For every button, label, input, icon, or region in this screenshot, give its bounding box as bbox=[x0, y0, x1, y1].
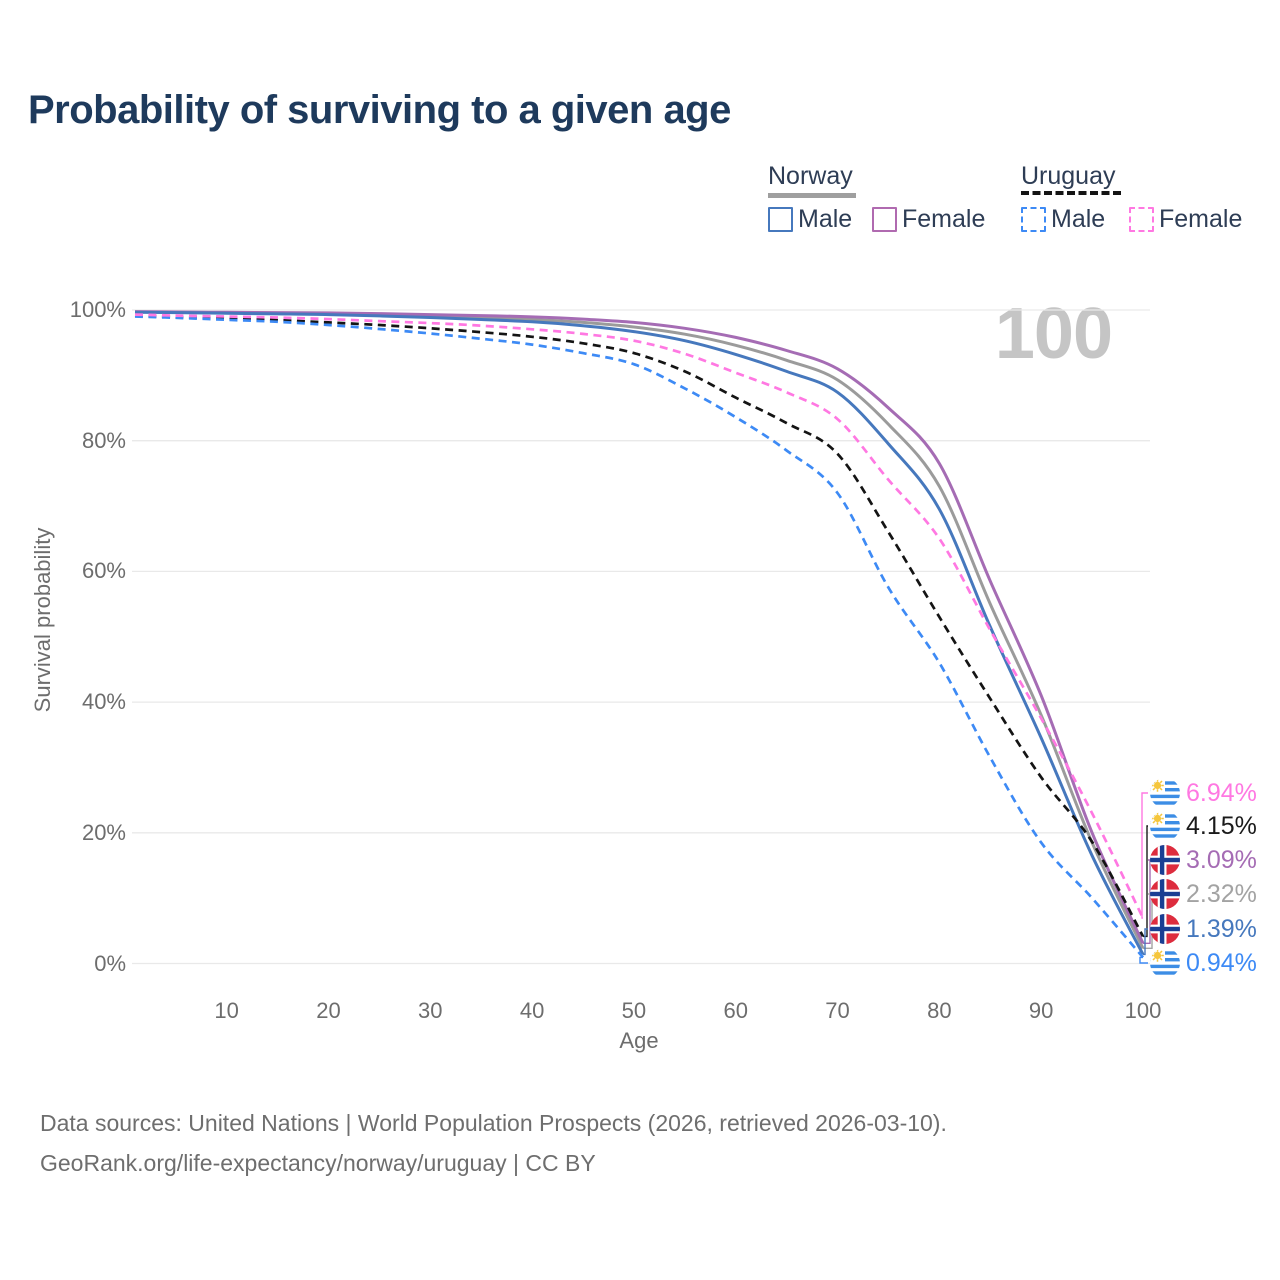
end-flag-uruguay-total bbox=[1150, 811, 1180, 841]
uruguay-flag-icon bbox=[1150, 778, 1180, 808]
legend-item-uruguay-female[interactable]: Female bbox=[1129, 205, 1242, 234]
x-axis-title: Age bbox=[619, 1028, 659, 1053]
y-tick-label: 80% bbox=[81, 427, 126, 453]
legend-item-norway-male[interactable]: Male bbox=[768, 205, 852, 234]
leader-line-uruguay-female bbox=[1141, 792, 1148, 919]
end-label-norway-male: 1.39% bbox=[1186, 915, 1257, 943]
series-line-uruguay-total bbox=[134, 314, 1145, 938]
x-tick-label: 20 bbox=[316, 998, 341, 1023]
end-label-uruguay-total: 4.15% bbox=[1186, 812, 1257, 840]
leader-line-uruguay-male bbox=[1139, 956, 1148, 964]
series-line-uruguay-male bbox=[134, 315, 1145, 959]
norway-female-swatch-icon bbox=[872, 207, 897, 232]
uruguay-flag-icon bbox=[1150, 811, 1180, 841]
x-tick-label: 60 bbox=[723, 998, 748, 1023]
legend-group-title-norway: Norway bbox=[768, 162, 853, 190]
uruguay-line-style-swatch bbox=[1021, 191, 1121, 195]
norway-flag-icon bbox=[1150, 845, 1180, 875]
end-flag-uruguay-female bbox=[1150, 778, 1180, 808]
legend-label-norway-male: Male bbox=[798, 205, 853, 233]
end-label-norway-total: 2.32% bbox=[1186, 880, 1257, 908]
leader-line-uruguay-total bbox=[1143, 825, 1148, 938]
uruguay-female-swatch-icon bbox=[1129, 207, 1154, 232]
leader-line-norway-female bbox=[1143, 859, 1151, 944]
attribution-note: GeoRank.org/life-expectancy/norway/urugu… bbox=[40, 1150, 596, 1176]
x-tick-label: 80 bbox=[927, 998, 952, 1023]
end-flag-norway-total bbox=[1150, 879, 1180, 909]
legend-item-uruguay-male[interactable]: Male bbox=[1021, 205, 1105, 234]
uruguay-flag-icon bbox=[1150, 948, 1180, 978]
x-tick-label: 30 bbox=[418, 998, 443, 1023]
x-tick-label: 90 bbox=[1028, 998, 1054, 1023]
y-tick-label: 0% bbox=[94, 950, 126, 976]
y-tick-label: 100% bbox=[69, 297, 126, 322]
x-tick-label: 50 bbox=[621, 998, 647, 1023]
x-tick-label: 40 bbox=[519, 998, 545, 1023]
series-line-uruguay-female bbox=[134, 313, 1145, 919]
x-tick-label: 10 bbox=[214, 998, 239, 1023]
end-label-uruguay-female: 6.94% bbox=[1186, 779, 1257, 807]
end-label-uruguay-male: 0.94% bbox=[1186, 949, 1257, 977]
legend-label-norway-female: Female bbox=[902, 205, 986, 233]
series-line-norway-male bbox=[134, 310, 1145, 956]
end-flag-norway-female bbox=[1150, 845, 1180, 875]
y-tick-label: 20% bbox=[81, 819, 126, 845]
leader-line-norway-male bbox=[1143, 928, 1148, 956]
end-label-norway-female: 3.09% bbox=[1186, 846, 1257, 874]
series-line-norway-female bbox=[134, 310, 1145, 944]
norway-male-swatch-icon bbox=[768, 207, 793, 232]
end-flag-norway-male bbox=[1150, 914, 1180, 944]
legend-label-uruguay-female: Female bbox=[1159, 205, 1243, 233]
uruguay-male-swatch-icon bbox=[1021, 207, 1046, 232]
y-tick-label: 40% bbox=[81, 689, 126, 715]
norway-flag-icon bbox=[1150, 914, 1180, 944]
x-tick-label: 100 bbox=[1124, 998, 1162, 1023]
norway-flag-icon bbox=[1150, 879, 1180, 909]
x-tick-label: 70 bbox=[825, 998, 850, 1023]
end-flag-uruguay-male bbox=[1150, 948, 1180, 978]
legend-item-norway-female[interactable]: Female bbox=[872, 205, 985, 234]
page-title: Probability of surviving to a given age bbox=[28, 88, 731, 132]
legend-label-uruguay-male: Male bbox=[1051, 205, 1106, 233]
norway-line-style-swatch bbox=[768, 193, 856, 198]
y-axis-title: Survival probability bbox=[30, 527, 55, 713]
y-tick-label: 60% bbox=[81, 558, 126, 584]
data-sources-note: Data sources: United Nations | World Pop… bbox=[40, 1110, 947, 1136]
legend-group-title-uruguay: Uruguay bbox=[1021, 162, 1116, 190]
